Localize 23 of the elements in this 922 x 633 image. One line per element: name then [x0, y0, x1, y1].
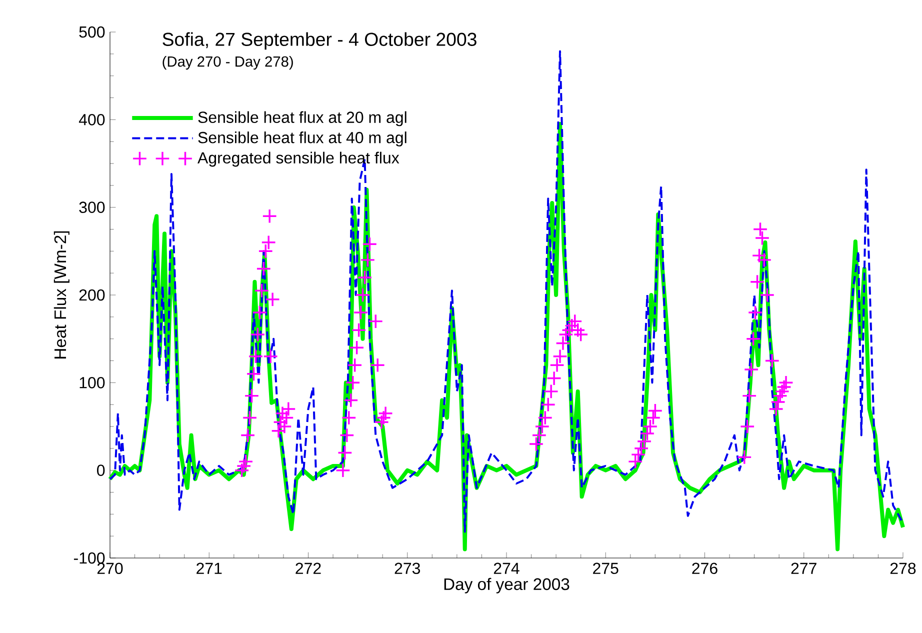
x-tick-label: 278 — [890, 562, 916, 574]
x-tick-label: 277 — [791, 562, 816, 574]
y-tick-label: 300 — [79, 202, 105, 213]
x-tick-label: 276 — [692, 562, 718, 574]
y-axis-title: Heat Flux [Wm-2] — [54, 231, 70, 358]
y-tick-label: 500 — [79, 26, 105, 38]
text: (Day 270 - Day 278) — [162, 56, 293, 70]
y-tick-label: 400 — [78, 114, 105, 126]
x-axis-title: Day of year 2003 — [444, 578, 570, 594]
y-tick-label: 0 — [97, 464, 105, 476]
legend-label: Sensible heat flux at 20 m agl — [198, 111, 406, 126]
y-tick-label: 200 — [79, 289, 105, 301]
x-tick-label: 270 — [97, 562, 123, 574]
y-tick-label: 100 — [80, 377, 105, 388]
x-tick-label: 272 — [296, 562, 321, 574]
chart-title: Sofia, 27 September - 4 October 2003 — [162, 32, 476, 50]
legend-label: Sensible heat flux at 40 m agl — [198, 132, 406, 146]
x-tick-label: 271 — [196, 562, 222, 574]
x-tick-label: 275 — [593, 562, 618, 574]
y-tick-label: -100 — [74, 552, 105, 564]
x-tick-label: 273 — [394, 562, 420, 574]
x-tick-label: 274 — [494, 562, 520, 574]
legend-label: Agregated sensible heat flux — [198, 152, 400, 167]
